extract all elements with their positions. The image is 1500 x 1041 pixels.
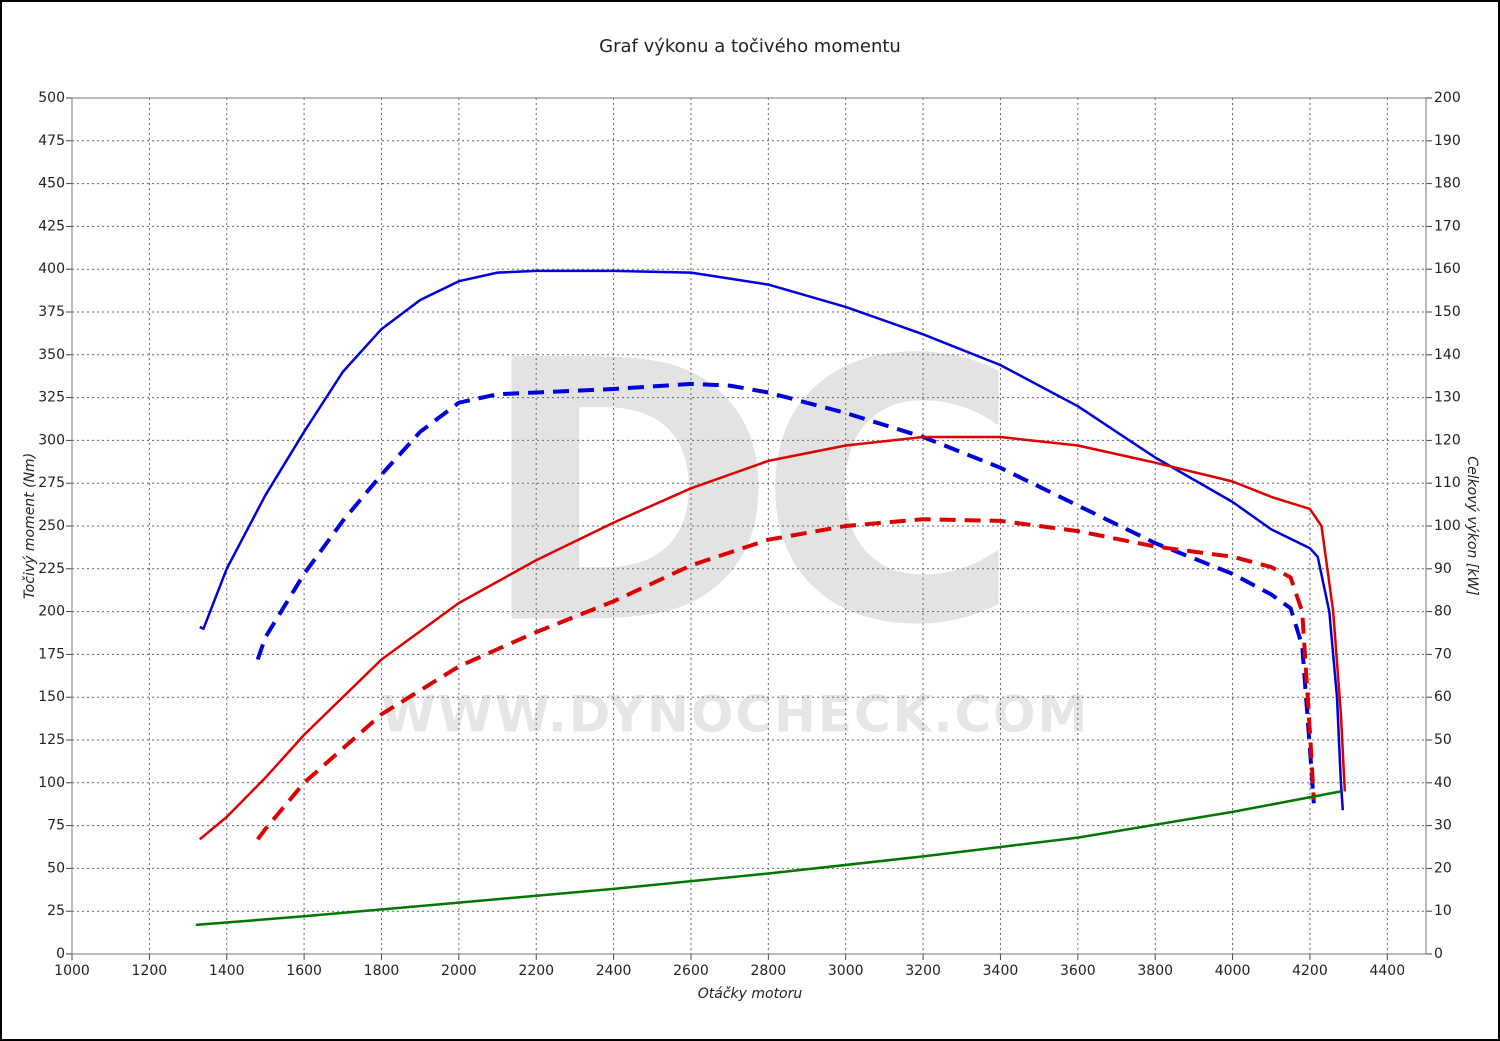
y-tick-label: 375 [38, 304, 65, 320]
y2-tick-label: 60 [1434, 689, 1452, 705]
x-tick-label: 2600 [673, 963, 709, 979]
x-tick-label: 2400 [596, 963, 632, 979]
y-tick-label: 400 [38, 261, 65, 277]
y2-tick-label: 90 [1434, 561, 1452, 577]
x-axis-label: Otáčky motoru [698, 986, 803, 1002]
y2-tick-label: 200 [1434, 90, 1461, 106]
x-tick-label: 3600 [1060, 963, 1096, 979]
y-tick-label: 200 [38, 604, 65, 620]
y2-tick-label: 10 [1434, 903, 1452, 919]
y-tick-label: 175 [38, 646, 65, 662]
y-tick-label: 75 [47, 818, 65, 834]
y2-tick-label: 0 [1434, 946, 1443, 962]
y2-tick-label: 130 [1434, 390, 1461, 406]
series-line [195, 790, 1342, 927]
x-tick-label: 3000 [828, 963, 864, 979]
y2-tick-label: 40 [1434, 775, 1452, 791]
y-tick-label: 50 [47, 860, 65, 876]
y-tick-label: 125 [38, 732, 65, 748]
y-tick-label: 275 [38, 475, 65, 491]
y-tick-label: 450 [38, 176, 65, 192]
x-tick-label: 1600 [286, 963, 322, 979]
x-tick-label: 2200 [518, 963, 554, 979]
series-line [256, 517, 1316, 841]
plot-border [71, 97, 1427, 955]
series-line [198, 435, 1347, 841]
chart-title: Graf výkonu a točivého momentu [599, 36, 901, 57]
y2-tick-label: 70 [1434, 646, 1452, 662]
series-line [199, 269, 1345, 811]
y2-axis-label: Celkový výkon [kW] [1464, 456, 1480, 595]
y-tick-label: 100 [38, 775, 65, 791]
y-tick-label: 0 [56, 946, 65, 962]
y-axis-label: Točivý moment (Nm) [22, 453, 38, 599]
x-tick-label: 1400 [209, 963, 245, 979]
y2-tick-label: 80 [1434, 604, 1452, 620]
grid [66, 97, 1432, 960]
y2-tick-label: 180 [1434, 176, 1461, 192]
y-tick-label: 325 [38, 390, 65, 406]
series-line [255, 381, 1316, 804]
x-tick-label: 1800 [364, 963, 400, 979]
y-tick-label: 250 [38, 518, 65, 534]
y2-tick-label: 110 [1434, 475, 1461, 491]
y-tick-label: 500 [38, 90, 65, 106]
y-tick-label: 350 [38, 347, 65, 363]
y2-tick-label: 140 [1434, 347, 1461, 363]
x-tick-label: 4400 [1369, 963, 1405, 979]
y2-tick-label: 160 [1434, 261, 1461, 277]
y-tick-label: 225 [38, 561, 65, 577]
y-tick-label: 300 [38, 432, 65, 448]
y2-tick-label: 120 [1434, 432, 1461, 448]
y2-tick-label: 190 [1434, 133, 1461, 149]
x-tick-label: 3200 [905, 963, 941, 979]
y-tick-label: 475 [38, 133, 65, 149]
y-tick-label: 150 [38, 689, 65, 705]
y2-tick-label: 150 [1434, 304, 1461, 320]
y-tick-label: 25 [47, 903, 65, 919]
y2-tick-label: 20 [1434, 860, 1452, 876]
x-tick-label: 1200 [132, 963, 168, 979]
x-tick-label: 3400 [983, 963, 1019, 979]
y2-tick-label: 170 [1434, 218, 1461, 234]
x-tick-label: 1000 [54, 963, 90, 979]
watermark-url: WWW.DYNOCHECK.COM [381, 686, 1090, 744]
x-tick-label: 2800 [751, 963, 787, 979]
y-tick-label: 425 [38, 218, 65, 234]
watermark-logo: DC [478, 284, 1001, 703]
y2-tick-label: 30 [1434, 818, 1452, 834]
y2-tick-label: 100 [1434, 518, 1461, 534]
x-tick-label: 4000 [1215, 963, 1251, 979]
plot-lines [195, 269, 1347, 927]
x-tick-label: 4200 [1292, 963, 1328, 979]
x-tick-label: 3800 [1137, 963, 1173, 979]
y2-tick-label: 50 [1434, 732, 1452, 748]
x-tick-label: 2000 [441, 963, 477, 979]
